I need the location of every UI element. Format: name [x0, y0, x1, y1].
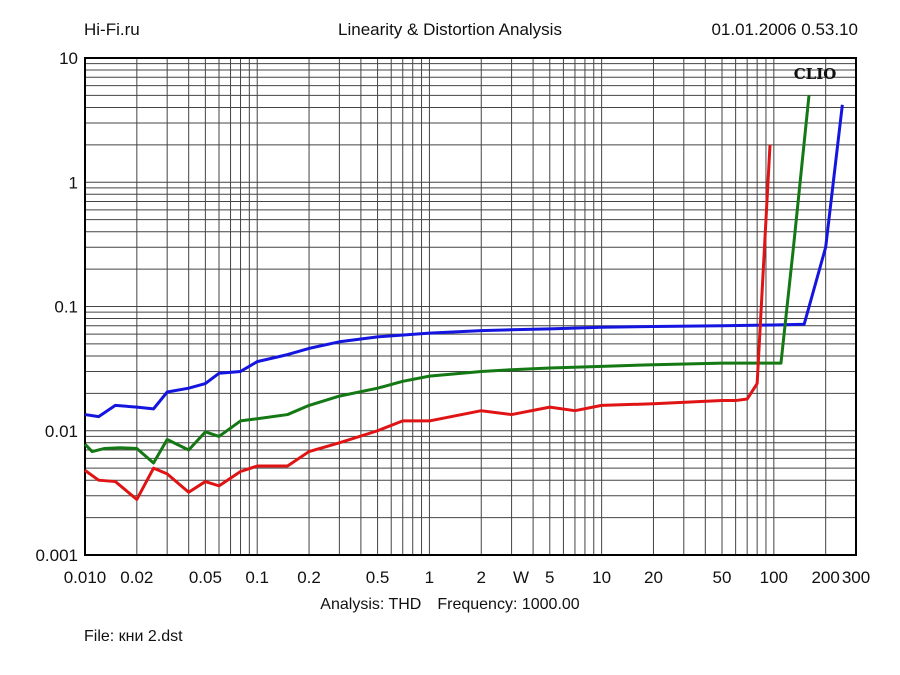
series-line-3	[84, 144, 772, 501]
y-tick-label: 0.1	[54, 298, 78, 317]
x-tick-label: 1	[425, 568, 434, 587]
series-layer	[83, 95, 844, 501]
x-tick-label: 10	[592, 568, 611, 587]
x-tick-label: 0.05	[189, 568, 222, 587]
x-tick-label: 0.2	[297, 568, 321, 587]
chart-grid	[84, 58, 857, 556]
series-line-2	[83, 95, 811, 465]
x-tick-labels: 0.010 0.02 0.05 0.1 0.2 0.5 1 2 5 10 20 50 100 200 300	[64, 568, 870, 587]
x-tick-label: 100	[760, 568, 788, 587]
y-tick-labels: 0.001 0.01 0.1 1 10	[35, 49, 78, 565]
x-tick-label: 200	[811, 568, 839, 587]
x-tick-label: 0.5	[366, 568, 390, 587]
file-name: File: кни 2.dst	[84, 628, 183, 645]
y-tick-label: 0.001	[35, 546, 78, 565]
clio-logo: CLIO	[794, 65, 837, 83]
x-tick-label: 0.1	[245, 568, 269, 587]
header-left-title: Hi-Fi.ru	[84, 20, 140, 39]
x-tick-label: 300	[842, 568, 870, 587]
analysis-frequency: Frequency: 1000.00	[437, 596, 580, 613]
series-line-1	[84, 104, 844, 419]
x-tick-label: 2	[477, 568, 486, 587]
y-tick-label: 0.01	[45, 422, 78, 441]
plot-frame	[84, 57, 857, 556]
y-tick-label: 1	[69, 173, 78, 192]
analysis-info: Analysis: THD Frequency: 1000.00	[0, 596, 900, 614]
x-unit-label: W	[513, 568, 529, 587]
timestamp: 01.01.2006 0.53.10	[711, 20, 858, 39]
analysis-type: Analysis: THD	[320, 596, 422, 613]
x-tick-label: 0.010	[64, 568, 107, 587]
x-tick-label: 5	[545, 568, 554, 587]
y-tick-label: 10	[59, 49, 78, 68]
x-tick-label: 50	[713, 568, 732, 587]
x-tick-label: 0.02	[120, 568, 153, 587]
x-tick-label: 20	[644, 568, 663, 587]
chart-title: Linearity & Distortion Analysis	[338, 20, 562, 39]
